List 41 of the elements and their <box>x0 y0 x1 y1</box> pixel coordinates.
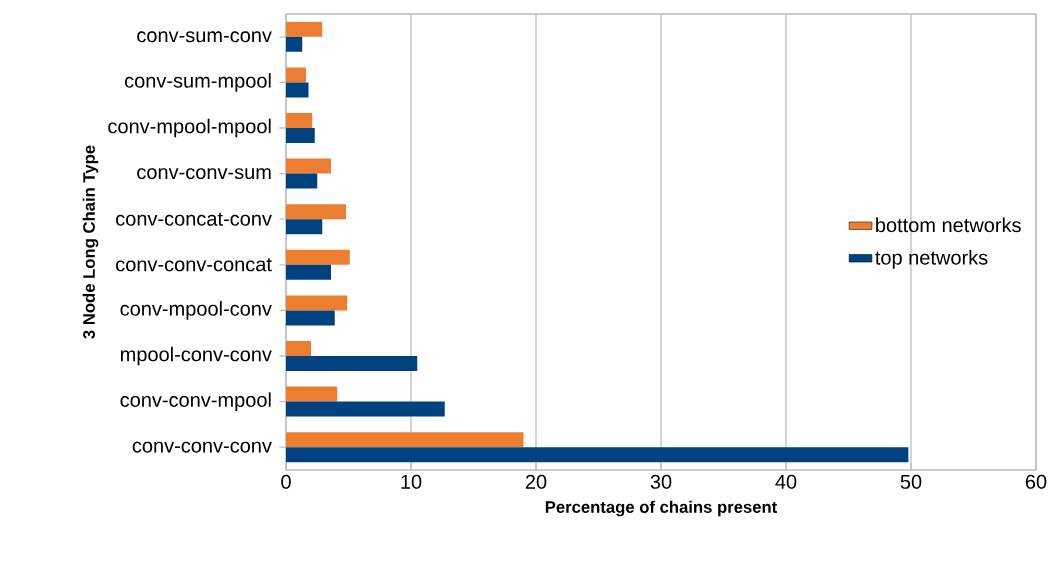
bar <box>286 356 418 371</box>
x-tick-label: 60 <box>1025 474 1047 489</box>
y-tick-label: conv-conv-concat <box>116 258 272 272</box>
y-tick-label: conv-concat-conv <box>116 212 272 226</box>
bar <box>286 249 350 265</box>
y-tick-label: mpool-conv-conv <box>120 346 272 366</box>
bar <box>286 113 313 128</box>
bar <box>286 158 331 174</box>
y-tick-label: conv-mpool-conv <box>120 301 272 320</box>
bar <box>286 295 348 311</box>
x-tick-label: 20 <box>525 474 547 489</box>
x-tick-label: 30 <box>650 474 672 489</box>
y-tick-label: conv-sum-mpool <box>124 73 271 92</box>
bar <box>286 204 346 220</box>
x-tick-label: 0 <box>281 474 291 489</box>
bar <box>286 341 311 356</box>
x-tick-label: 10 <box>401 474 422 489</box>
legend-label: bottom networks <box>876 217 1021 233</box>
bar <box>286 310 335 326</box>
bar <box>286 21 323 37</box>
bar <box>286 173 318 189</box>
y-tick-label: conv-sum-conv <box>137 31 272 43</box>
bar <box>286 67 306 83</box>
x-tick-label: 40 <box>775 474 797 489</box>
y-tick-label: conv-conv-sum <box>137 168 271 180</box>
legend-label: top networks <box>875 250 988 269</box>
bar <box>286 219 323 235</box>
bar <box>286 82 309 98</box>
y-tick-label: conv-conv-mpool <box>120 392 271 411</box>
y-axis-title: 3 Node Long Chain Type <box>82 145 99 339</box>
bar <box>286 264 331 280</box>
bar <box>286 128 315 143</box>
x-tick-label: 50 <box>900 474 922 489</box>
bar <box>286 401 445 417</box>
bar <box>286 36 303 52</box>
bar <box>286 447 909 463</box>
bar <box>286 386 338 402</box>
y-tick-label: conv-conv-conv <box>132 441 272 453</box>
x-axis-title: Percentage of chains present <box>545 500 778 517</box>
y-tick-label: conv-mpool-mpool <box>108 118 271 138</box>
bar <box>286 432 524 448</box>
